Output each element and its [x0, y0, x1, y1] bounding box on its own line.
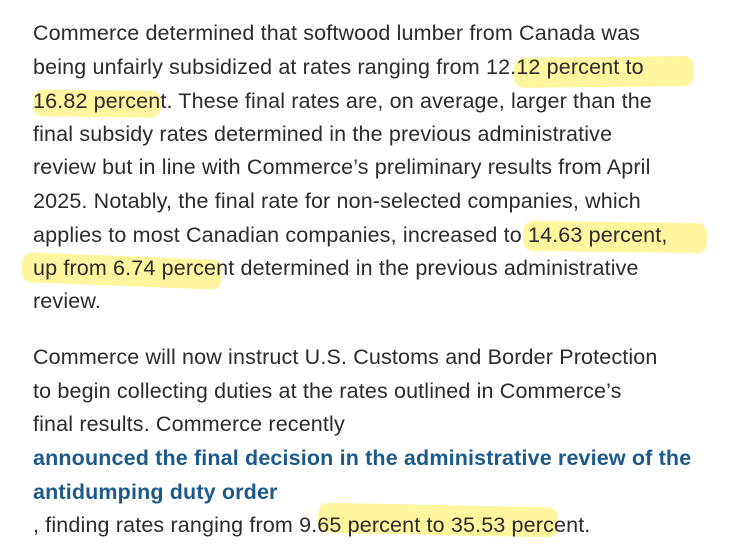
text-line: Commerce determined that softwood lumber…: [33, 21, 641, 45]
text-line: review but in line with Commerce’s preli…: [33, 155, 651, 179]
text-line: being unfairly subsidized at rates rangi…: [33, 55, 644, 79]
text-line: to begin collecting duties at the rates …: [33, 379, 622, 403]
text-line: 16.82 percent. These final rates are, on…: [33, 89, 652, 113]
text-line: Commerce will now instruct U.S. Customs …: [33, 345, 658, 369]
text-line: , finding rates ranging from 9.65 percen…: [33, 513, 591, 537]
text-line: review.: [33, 289, 101, 313]
text-line: 2025. Notably, the final rate for non-se…: [33, 189, 641, 213]
text-line: final subsidy rates determined in the pr…: [33, 122, 613, 146]
text-line: final results. Commerce recently: [33, 412, 345, 436]
antidumping-decision-link[interactable]: antidumping duty order: [33, 480, 278, 504]
text-line: applies to most Canadian companies, incr…: [33, 223, 668, 247]
antidumping-decision-link[interactable]: announced the final decision in the admi…: [33, 446, 692, 470]
text-line: up from 6.74 percent determined in the p…: [33, 256, 639, 280]
